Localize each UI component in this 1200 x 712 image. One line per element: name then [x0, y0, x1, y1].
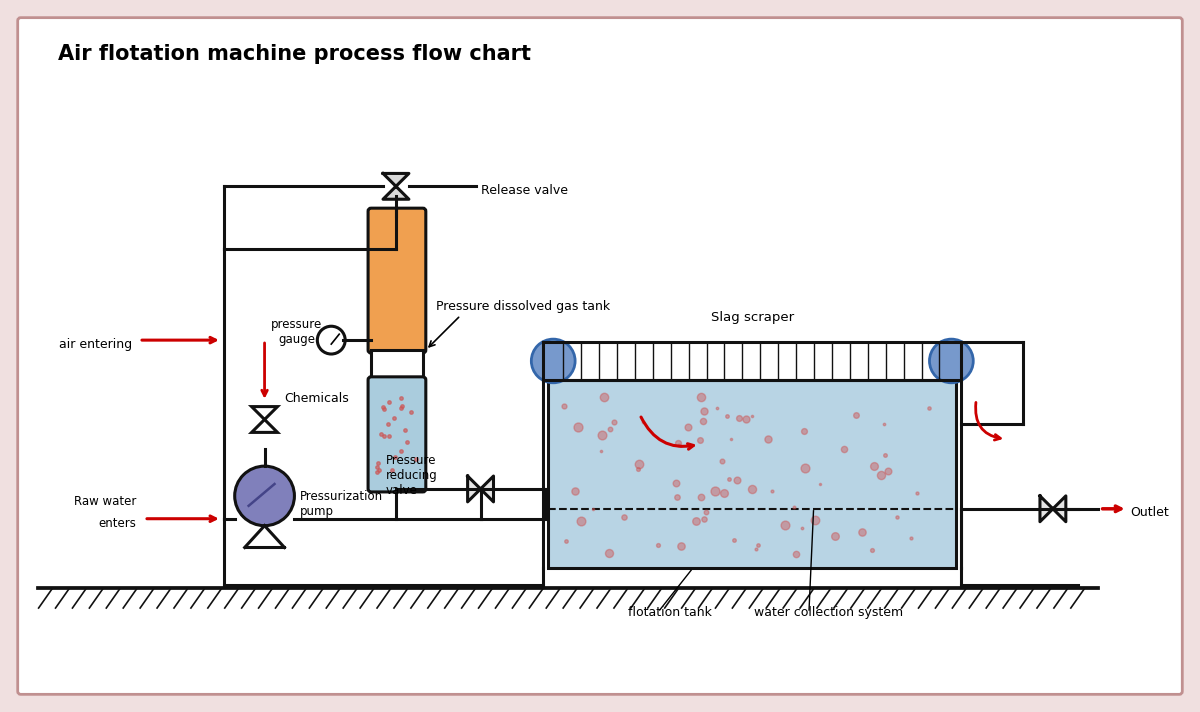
Polygon shape	[383, 174, 409, 199]
Polygon shape	[468, 476, 493, 502]
Text: Release valve: Release valve	[480, 184, 568, 197]
Text: Raw water: Raw water	[73, 495, 136, 508]
Text: Chemicals: Chemicals	[284, 392, 349, 404]
Text: air entering: air entering	[59, 337, 132, 350]
Text: pressure
gauge: pressure gauge	[271, 318, 322, 346]
Ellipse shape	[532, 339, 575, 383]
Polygon shape	[1040, 496, 1066, 522]
Bar	[371, 350, 422, 379]
Text: Pressure
reducing
valve: Pressure reducing valve	[386, 454, 438, 497]
FancyBboxPatch shape	[18, 18, 1182, 694]
Bar	[548, 379, 956, 568]
Text: Air flotation machine process flow chart: Air flotation machine process flow chart	[58, 44, 530, 64]
Text: water collection system: water collection system	[755, 606, 904, 619]
Text: Slag scraper: Slag scraper	[710, 311, 794, 324]
FancyBboxPatch shape	[368, 377, 426, 492]
Circle shape	[235, 466, 294, 525]
Polygon shape	[252, 419, 277, 432]
Text: Pressurization
pump: Pressurization pump	[299, 490, 383, 518]
Ellipse shape	[930, 339, 973, 383]
Circle shape	[317, 326, 346, 354]
Polygon shape	[252, 407, 277, 419]
Text: Pressure dissolved gas tank: Pressure dissolved gas tank	[436, 300, 610, 313]
FancyBboxPatch shape	[368, 208, 426, 353]
Text: enters: enters	[98, 517, 136, 530]
Text: Outlet: Outlet	[1130, 506, 1169, 519]
Text: flotation tank: flotation tank	[628, 606, 712, 619]
